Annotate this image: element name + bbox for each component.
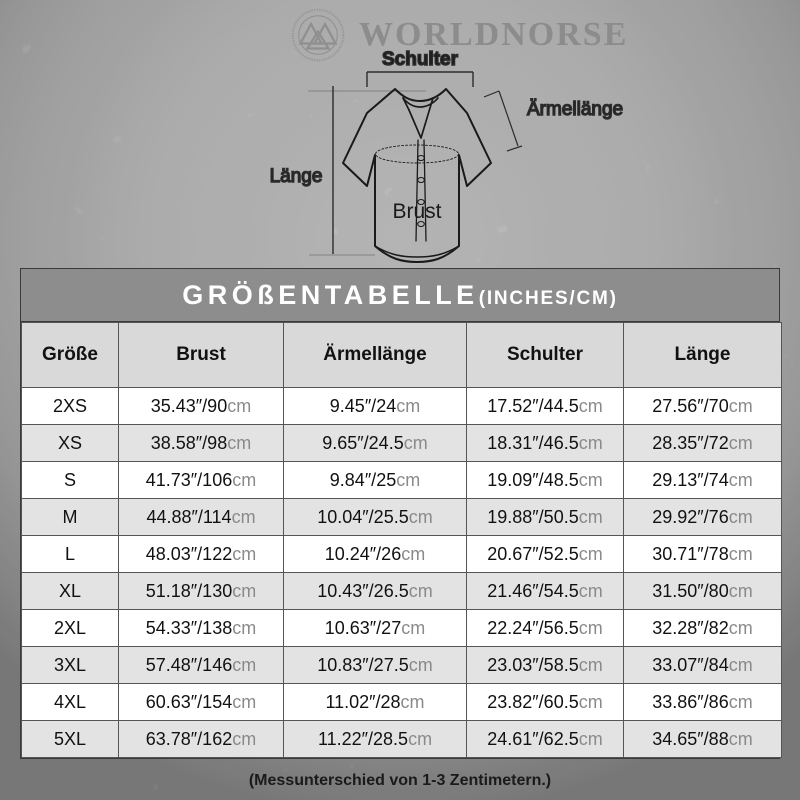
svg-text:Brust: Brust	[392, 200, 441, 223]
svg-text:Länge: Länge	[270, 166, 323, 187]
svg-text:Schulter: Schulter	[382, 49, 459, 70]
svg-text:Ärmellänge: Ärmellänge	[527, 99, 623, 120]
